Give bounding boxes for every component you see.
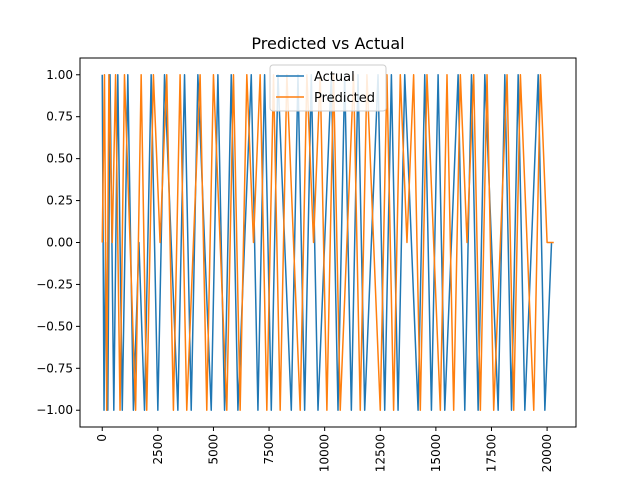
y-tick-label: −0.25 [36,277,73,291]
x-tick-label: 15000 [429,434,443,472]
y-tick-label: −1.00 [36,403,73,417]
y-tick-label: −0.75 [36,361,73,375]
y-axis: 1.00 0.75 0.50 0.25 0.00 −0.25 −0.50 −0.75 −1.00 [36,68,80,417]
x-tick-label: 10000 [318,434,332,472]
series-line-predicted [101,74,554,411]
x-tick-label: 2500 [151,434,165,465]
y-tick-label: 0.50 [46,152,73,166]
x-tick-label: 12500 [373,434,387,472]
legend-label-actual: Actual [314,70,355,85]
y-tick-label: −0.50 [36,319,73,333]
x-tick-label: 0 [95,434,109,442]
x-axis: 0 2500 5000 7500 10000 12500 15000 17500 20000 [95,427,554,472]
y-tick-label: 0.00 [46,236,73,250]
x-tick-label: 20000 [540,434,554,472]
x-tick-label: 7500 [262,434,276,465]
x-tick-label: 5000 [206,434,220,465]
y-tick-label: 1.00 [46,68,73,82]
y-tick-label: 0.25 [46,194,73,208]
y-tick-label: 0.75 [46,110,73,124]
legend: Actual Predicted [269,64,387,112]
x-tick-label: 17500 [484,434,498,472]
legend-label-predicted: Predicted [314,91,375,106]
chart-title: Predicted vs Actual [251,34,404,53]
